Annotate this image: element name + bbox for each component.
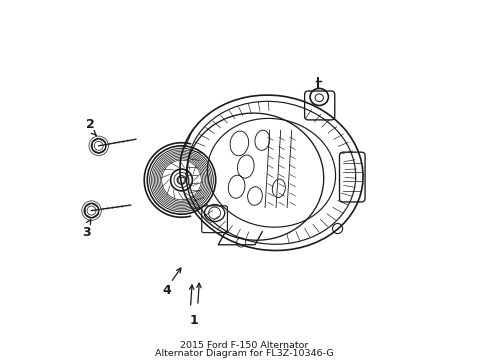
Text: 1: 1 xyxy=(189,314,198,327)
Text: 4: 4 xyxy=(162,284,170,297)
Text: Alternator Diagram for FL3Z-10346-G: Alternator Diagram for FL3Z-10346-G xyxy=(155,349,333,358)
Text: 2015 Ford F-150 Alternator: 2015 Ford F-150 Alternator xyxy=(180,341,308,350)
Text: 2: 2 xyxy=(86,118,95,131)
Text: 3: 3 xyxy=(82,226,91,239)
